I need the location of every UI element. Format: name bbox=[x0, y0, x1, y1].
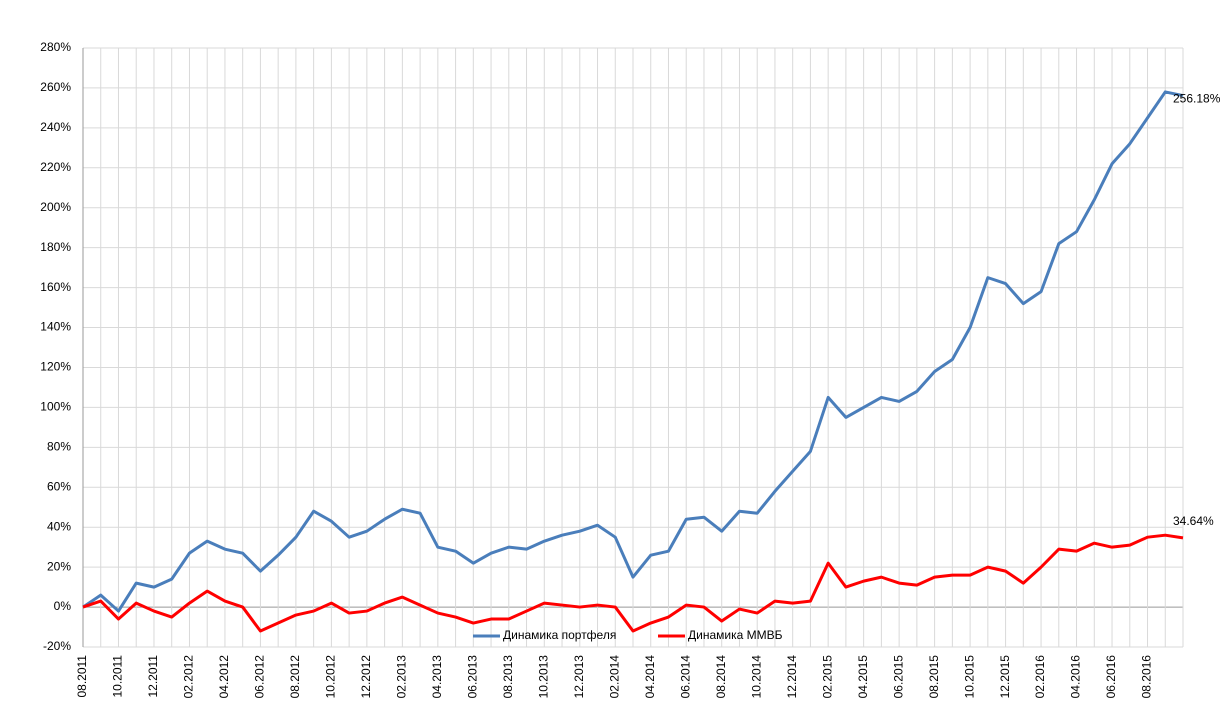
x-tick-label: 06.2015 bbox=[891, 655, 905, 699]
x-tick-label: 06.2013 bbox=[465, 655, 479, 699]
y-tick-label: 20% bbox=[47, 559, 71, 573]
x-tick-label: 08.2015 bbox=[927, 655, 941, 699]
x-tick-label: 12.2012 bbox=[359, 655, 373, 699]
x-tick-label: 06.2012 bbox=[253, 655, 267, 699]
y-tick-label: -20% bbox=[43, 639, 71, 653]
y-tick-label: 160% bbox=[40, 280, 71, 294]
x-tick-label: 08.2012 bbox=[288, 655, 302, 699]
legend-label: Динамика ММВБ bbox=[688, 628, 783, 642]
y-tick-label: 240% bbox=[40, 120, 71, 134]
y-tick-label: 140% bbox=[40, 320, 71, 334]
x-tick-label: 08.2014 bbox=[714, 655, 728, 699]
y-tick-label: 260% bbox=[40, 80, 71, 94]
x-tick-label: 02.2013 bbox=[395, 655, 409, 699]
value-label: 34.64% bbox=[1173, 514, 1214, 528]
x-tick-label: 12.2015 bbox=[998, 655, 1012, 699]
legend-label: Динамика портфеля bbox=[503, 628, 616, 642]
x-tick-label: 02.2012 bbox=[182, 655, 196, 699]
x-tick-label: 12.2011 bbox=[146, 655, 160, 698]
x-tick-label: 10.2012 bbox=[324, 655, 338, 699]
x-tick-label: 12.2013 bbox=[572, 655, 586, 699]
y-tick-label: 40% bbox=[47, 519, 71, 533]
x-tick-label: 02.2015 bbox=[820, 655, 834, 699]
x-tick-label: 04.2013 bbox=[430, 655, 444, 699]
x-tick-label: 06.2014 bbox=[678, 655, 692, 699]
y-tick-label: 120% bbox=[40, 360, 71, 374]
x-tick-label: 10.2014 bbox=[749, 655, 763, 699]
x-tick-label: 10.2013 bbox=[536, 655, 550, 699]
y-tick-label: 180% bbox=[40, 240, 71, 254]
value-label: 256.18% bbox=[1173, 92, 1221, 106]
x-tick-label: 04.2014 bbox=[643, 655, 657, 699]
x-tick-label: 12.2014 bbox=[785, 655, 799, 699]
series-line bbox=[82, 90, 1184, 613]
x-tick-label: 08.2013 bbox=[501, 655, 515, 699]
x-tick-label: 04.2016 bbox=[1069, 655, 1083, 699]
y-tick-label: 200% bbox=[40, 200, 71, 214]
x-tick-label: 02.2016 bbox=[1033, 655, 1047, 699]
x-tick-label: 08.2016 bbox=[1140, 655, 1154, 699]
x-tick-label: 10.2015 bbox=[962, 655, 976, 699]
x-tick-label: 06.2016 bbox=[1104, 655, 1118, 699]
x-tick-label: 02.2014 bbox=[607, 655, 621, 699]
y-tick-label: 220% bbox=[40, 160, 71, 174]
x-tick-label: 04.2012 bbox=[217, 655, 231, 699]
x-tick-label: 08.2011 bbox=[75, 655, 89, 698]
y-tick-label: 0% bbox=[54, 599, 72, 613]
y-tick-label: 60% bbox=[47, 479, 71, 493]
y-tick-label: 80% bbox=[47, 440, 71, 454]
x-tick-label: 04.2015 bbox=[856, 655, 870, 699]
series-line bbox=[82, 533, 1184, 633]
x-tick-label: 10.2011 bbox=[111, 655, 125, 698]
y-tick-label: 100% bbox=[40, 400, 71, 414]
y-tick-label: 280% bbox=[40, 40, 71, 54]
